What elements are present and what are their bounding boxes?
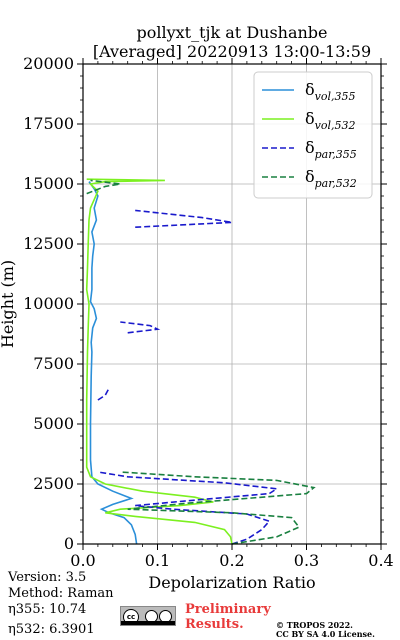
x-tick-label: 0.1 (145, 551, 170, 570)
preliminary-line1: Preliminary (185, 602, 271, 617)
legend-label-1: δvol,532 (305, 109, 356, 132)
chart-title-line2: [Averaged] 20220913 13:00-13:59 (93, 42, 371, 61)
version-text: Version: 3.5 (8, 570, 87, 585)
y-tick-label: 7500 (33, 354, 74, 373)
series-line-1 (85, 178, 233, 545)
eta355-text: η355: 10.74 (8, 602, 87, 617)
series-line-2-segment-1 (120, 321, 161, 334)
legend-label-3: δpar,532 (305, 167, 357, 190)
legend-label-0: δvol,355 (305, 80, 356, 103)
y-tick-label: 12500 (23, 234, 74, 253)
series-line-2-segment-0 (97, 387, 110, 401)
eta532-text: η532: 6.3901 (8, 622, 95, 637)
y-tick-label: 20000 (23, 54, 74, 73)
y-tick-label: 5000 (33, 414, 74, 433)
series-line-0 (88, 181, 138, 545)
x-tick-label: 0.4 (368, 551, 393, 570)
series-line-3 (120, 471, 316, 545)
y-tick-label: 15000 (23, 174, 74, 193)
y-tick-label: 10000 (23, 294, 74, 313)
copyright-line2: CC BY SA 4.0 License. (276, 629, 375, 639)
x-tick-label: 0.3 (294, 551, 319, 570)
method-text: Method: Raman (8, 586, 114, 601)
y-tick-label: 2500 (33, 474, 74, 493)
y-tick-label: 0 (64, 534, 74, 553)
chart-title-line1: pollyxt_tjk at Dushanbe (136, 23, 327, 42)
preliminary-line2: Results. (185, 617, 244, 632)
legend-box (253, 71, 373, 199)
cc-license-badge: cc (120, 606, 176, 626)
series-line-2 (97, 471, 280, 545)
y-axis-label: Height (m) (0, 260, 17, 348)
axis-ticks: 0.0 0.1 0.2 0.3 0.4 0 2500 5000 7500 10000 12500 15… (23, 54, 394, 570)
copyright-line1: © TROPOS 2022. (276, 620, 353, 630)
series-group (85, 178, 316, 545)
x-axis-label: Depolarization Ratio (148, 573, 315, 592)
x-tick-label: 0.0 (70, 551, 95, 570)
legend-label-2: δpar,355 (305, 138, 357, 161)
x-tick-label: 0.2 (219, 551, 244, 570)
legend: δvol,355 δvol,532 δpar,355 δpar,532 (253, 71, 373, 199)
y-tick-label: 17500 (23, 114, 74, 133)
series-line-3-segment-0 (86, 179, 121, 195)
series-line-2-segment-2 (135, 209, 233, 228)
